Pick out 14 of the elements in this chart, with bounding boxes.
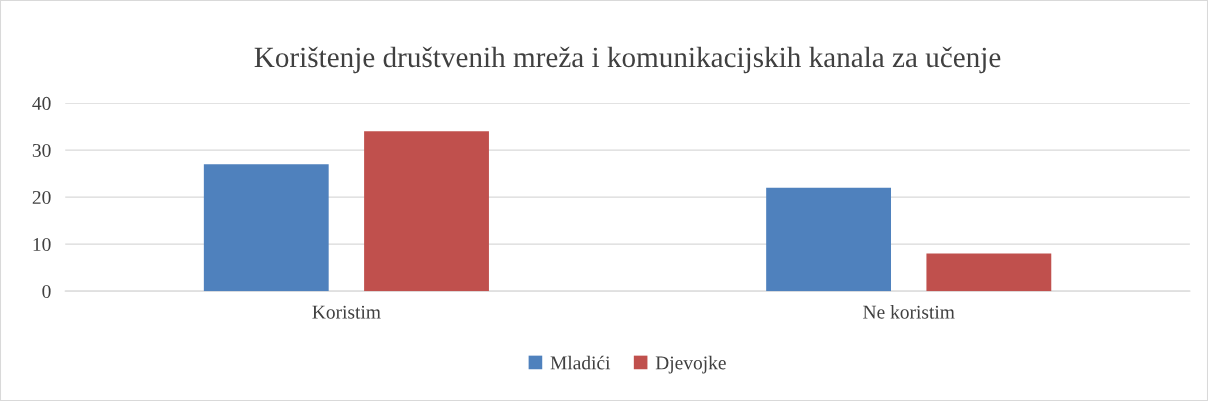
x-tick-label: Ne koristim xyxy=(863,305,955,319)
y-tick-label: 30 xyxy=(32,143,51,158)
y-tick-label: 40 xyxy=(32,96,51,110)
legend-label: Mladići xyxy=(550,355,611,370)
y-tick-label: 0 xyxy=(42,284,51,299)
bar xyxy=(364,131,489,292)
bar xyxy=(203,164,329,292)
legend-label: Djevojke xyxy=(655,355,726,374)
y-tick-label: 20 xyxy=(32,190,51,205)
bar xyxy=(926,253,1052,292)
chart-title: Korištenje društvenih mreža i komunikacijskih kanala za učenje xyxy=(254,46,1001,74)
bar xyxy=(766,187,891,292)
x-tick-label: Koristim xyxy=(312,305,381,319)
y-tick-label: 10 xyxy=(33,237,51,252)
